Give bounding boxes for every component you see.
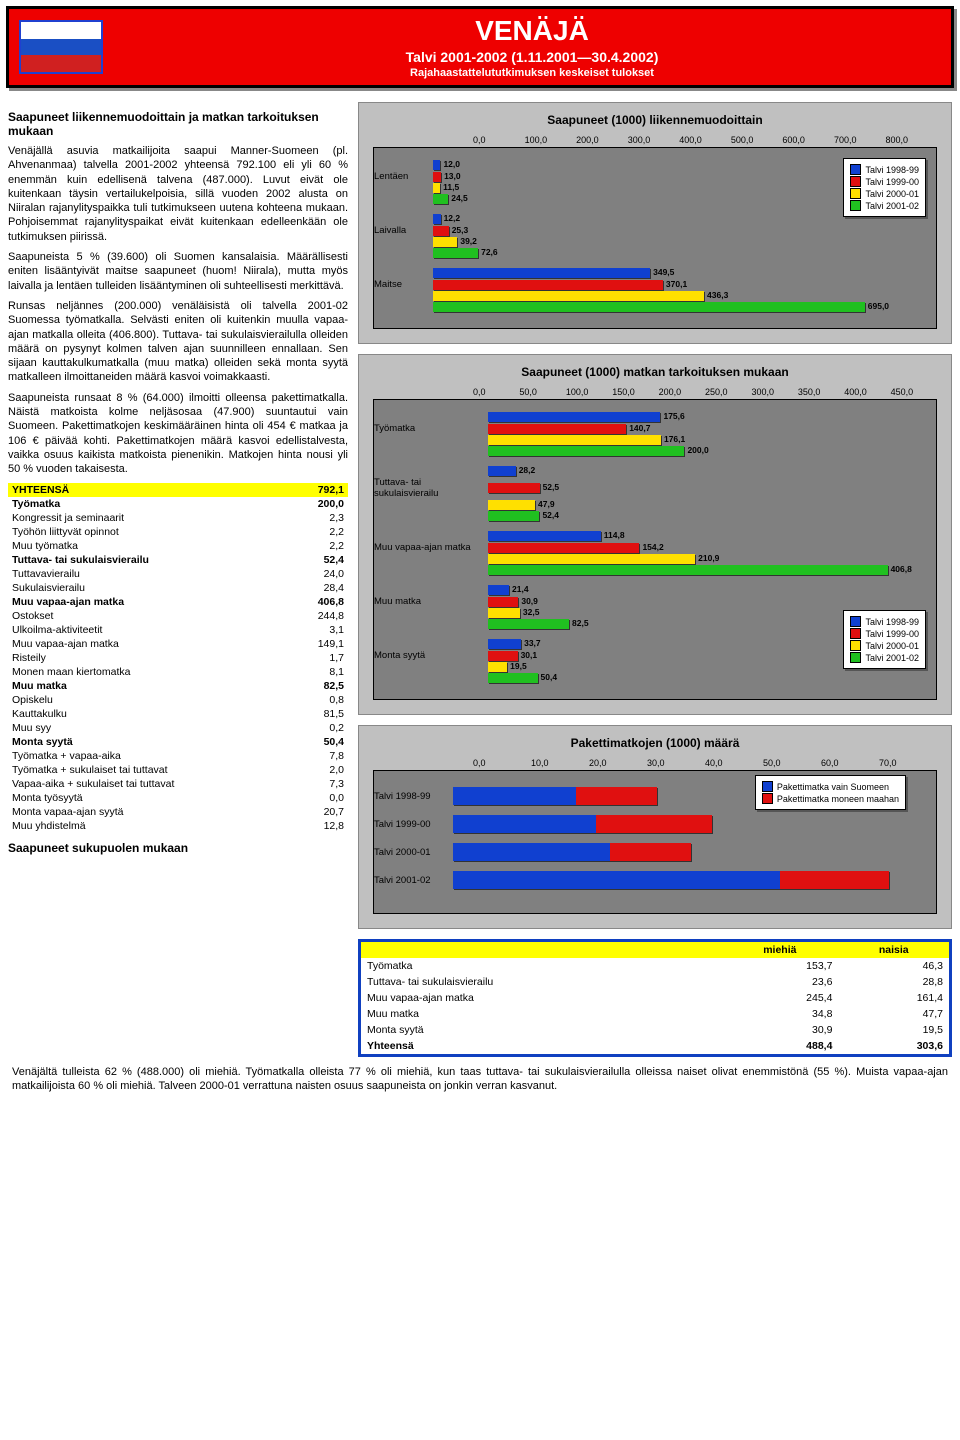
flag-russia xyxy=(19,20,103,74)
chart-1-title: Saapuneet (1000) liikennemuodoittain xyxy=(373,113,937,127)
header: VENÄJÄ Talvi 2001-2002 (1.11.2001—30.4.2… xyxy=(6,6,954,88)
table-value: 82,5 xyxy=(291,679,348,693)
table-value: 28,4 xyxy=(291,581,348,595)
table-label: Monen maan kiertomatka xyxy=(8,665,291,679)
gender-men: 34,8 xyxy=(721,1006,838,1022)
table-value: 24,0 xyxy=(291,567,348,581)
subtitle-2: Rajahaastattelututkimuksen keskeiset tul… xyxy=(123,67,941,79)
table-label: Ostokset xyxy=(8,609,291,623)
table-value: 1,7 xyxy=(291,651,348,665)
table-value: 81,5 xyxy=(291,707,348,721)
chart-3: Pakettimatkojen (1000) määrä 0,010,020,0… xyxy=(358,725,952,929)
section-title-1: Saapuneet liikennemuodoittain ja matkan … xyxy=(8,110,348,138)
gender-women: 19,5 xyxy=(838,1022,950,1038)
gender-table: miehiänaisiaTyömatka153,746,3Tuttava- ta… xyxy=(358,939,952,1057)
chart-3-title: Pakettimatkojen (1000) määrä xyxy=(373,736,937,750)
para-2: Saapuneista 5 % (39.600) oli Suomen kans… xyxy=(8,250,348,293)
table-value: 3,1 xyxy=(291,623,348,637)
legend-label: Talvi 1999-00 xyxy=(865,629,919,639)
table-label: Kauttakulku xyxy=(8,707,291,721)
table-label: Kongressit ja seminaarit xyxy=(8,511,291,525)
gender-women: 47,7 xyxy=(838,1006,950,1022)
gender-women: 303,6 xyxy=(838,1038,950,1056)
footer-text: Venäjältä tulleista 62 % (488.000) oli m… xyxy=(0,1065,960,1106)
table-label: Ulkoilma-aktiviteetit xyxy=(8,623,291,637)
table-value: 52,4 xyxy=(291,553,348,567)
left-column: Saapuneet liikennemuodoittain ja matkan … xyxy=(8,102,348,1057)
chart-2-title: Saapuneet (1000) matkan tarkoituksen muk… xyxy=(373,365,937,379)
table-label: Muu työmatka xyxy=(8,539,291,553)
table-value: 12,8 xyxy=(291,819,348,833)
para-3: Runsas neljännes (200.000) venäläisistä … xyxy=(8,299,348,385)
gender-row-label: Monta syytä xyxy=(360,1022,722,1038)
gender-row-label: Tuttava- tai sukulaisvierailu xyxy=(360,974,722,990)
table-label: Opiskelu xyxy=(8,693,291,707)
table-label: Työmatka + sukulaiset tai tuttavat xyxy=(8,763,291,777)
table-value: 50,4 xyxy=(291,735,348,749)
table-value: 20,7 xyxy=(291,805,348,819)
table-value: 792,1 xyxy=(291,483,348,497)
table-label: Muu yhdistelmä xyxy=(8,819,291,833)
gender-men: 30,9 xyxy=(721,1022,838,1038)
gender-men: 488,4 xyxy=(721,1038,838,1056)
para-4: Saapuneista runsaat 8 % (64.000) ilmoitt… xyxy=(8,391,348,477)
table-label: Työmatka xyxy=(8,497,291,511)
section-title-2: Saapuneet sukupuolen mukaan xyxy=(8,841,348,855)
table-value: 0,0 xyxy=(291,791,348,805)
table-label: Työmatka + vapaa-aika xyxy=(8,749,291,763)
gender-row-label: Työmatka xyxy=(360,958,722,974)
table-label: Tuttava- tai sukulaisvierailu xyxy=(8,553,291,567)
table-label: Muu matka xyxy=(8,679,291,693)
table-label: Risteily xyxy=(8,651,291,665)
subtitle-1: Talvi 2001-2002 (1.11.2001—30.4.2002) xyxy=(123,49,941,65)
table-value: 149,1 xyxy=(291,637,348,651)
table-label: Muu vapaa-ajan matka xyxy=(8,637,291,651)
table-label: YHTEENSÄ xyxy=(8,483,291,497)
table-label: Muu syy xyxy=(8,721,291,735)
table-value: 244,8 xyxy=(291,609,348,623)
table-value: 2,2 xyxy=(291,539,348,553)
table-value: 200,0 xyxy=(291,497,348,511)
gender-row-label: Muu matka xyxy=(360,1006,722,1022)
table-label: Työhön liittyvät opinnot xyxy=(8,525,291,539)
summary-table: YHTEENSÄ792,1Työmatka200,0Kongressit ja … xyxy=(8,483,348,833)
gender-women: 28,8 xyxy=(838,974,950,990)
table-value: 406,8 xyxy=(291,595,348,609)
table-label: Monta syytä xyxy=(8,735,291,749)
chart-1: Saapuneet (1000) liikennemuodoittain 0,0… xyxy=(358,102,952,344)
gender-row-label: Yhteensä xyxy=(360,1038,722,1056)
para-1: Venäjällä asuvia matkailijoita saapui Ma… xyxy=(8,144,348,244)
page-title: VENÄJÄ xyxy=(123,15,941,47)
chart-2: Saapuneet (1000) matkan tarkoituksen muk… xyxy=(358,354,952,715)
table-value: 2,3 xyxy=(291,511,348,525)
gender-men: 23,6 xyxy=(721,974,838,990)
table-value: 2,2 xyxy=(291,525,348,539)
table-label: Monta työsyytä xyxy=(8,791,291,805)
table-value: 2,0 xyxy=(291,763,348,777)
right-column: Saapuneet (1000) liikennemuodoittain 0,0… xyxy=(358,102,952,1057)
table-label: Tuttavavierailu xyxy=(8,567,291,581)
gender-women: 161,4 xyxy=(838,990,950,1006)
gender-men: 153,7 xyxy=(721,958,838,974)
gender-row-label: Muu vapaa-ajan matka xyxy=(360,990,722,1006)
table-value: 0,8 xyxy=(291,693,348,707)
table-value: 7,8 xyxy=(291,749,348,763)
table-label: Sukulaisvierailu xyxy=(8,581,291,595)
table-value: 0,2 xyxy=(291,721,348,735)
gender-women: 46,3 xyxy=(838,958,950,974)
table-value: 7,3 xyxy=(291,777,348,791)
header-text: VENÄJÄ Talvi 2001-2002 (1.11.2001—30.4.2… xyxy=(123,15,941,79)
gender-men: 245,4 xyxy=(721,990,838,1006)
table-label: Monta vapaa-ajan syytä xyxy=(8,805,291,819)
table-value: 8,1 xyxy=(291,665,348,679)
table-label: Vapaa-aika + sukulaiset tai tuttavat xyxy=(8,777,291,791)
table-label: Muu vapaa-ajan matka xyxy=(8,595,291,609)
